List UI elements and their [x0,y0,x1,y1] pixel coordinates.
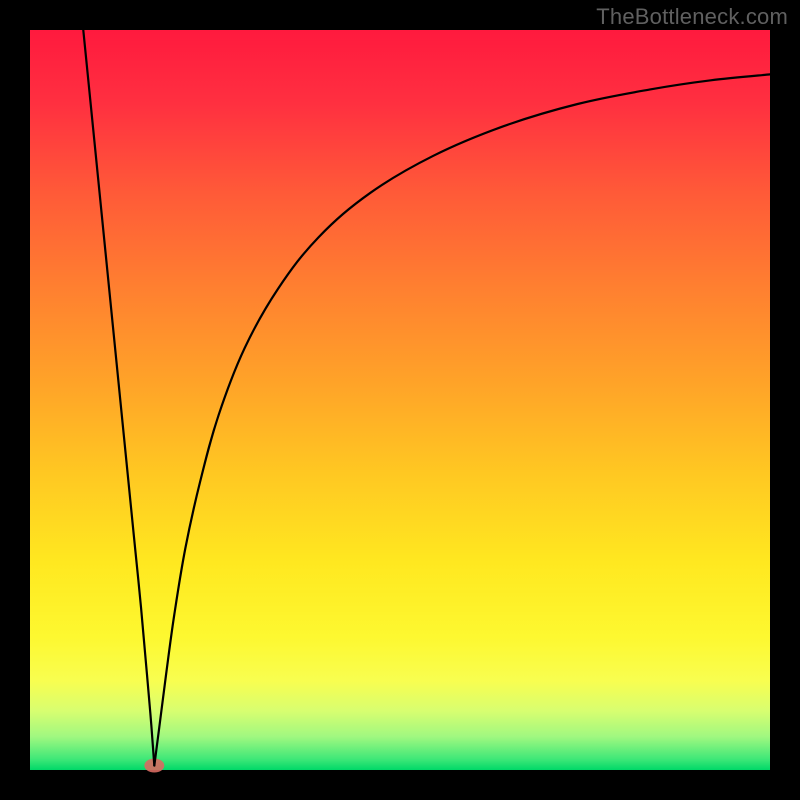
watermark-text: TheBottleneck.com [596,4,788,30]
bottleneck-chart-svg [0,0,800,800]
chart-container: TheBottleneck.com [0,0,800,800]
plot-gradient-background [30,30,770,770]
